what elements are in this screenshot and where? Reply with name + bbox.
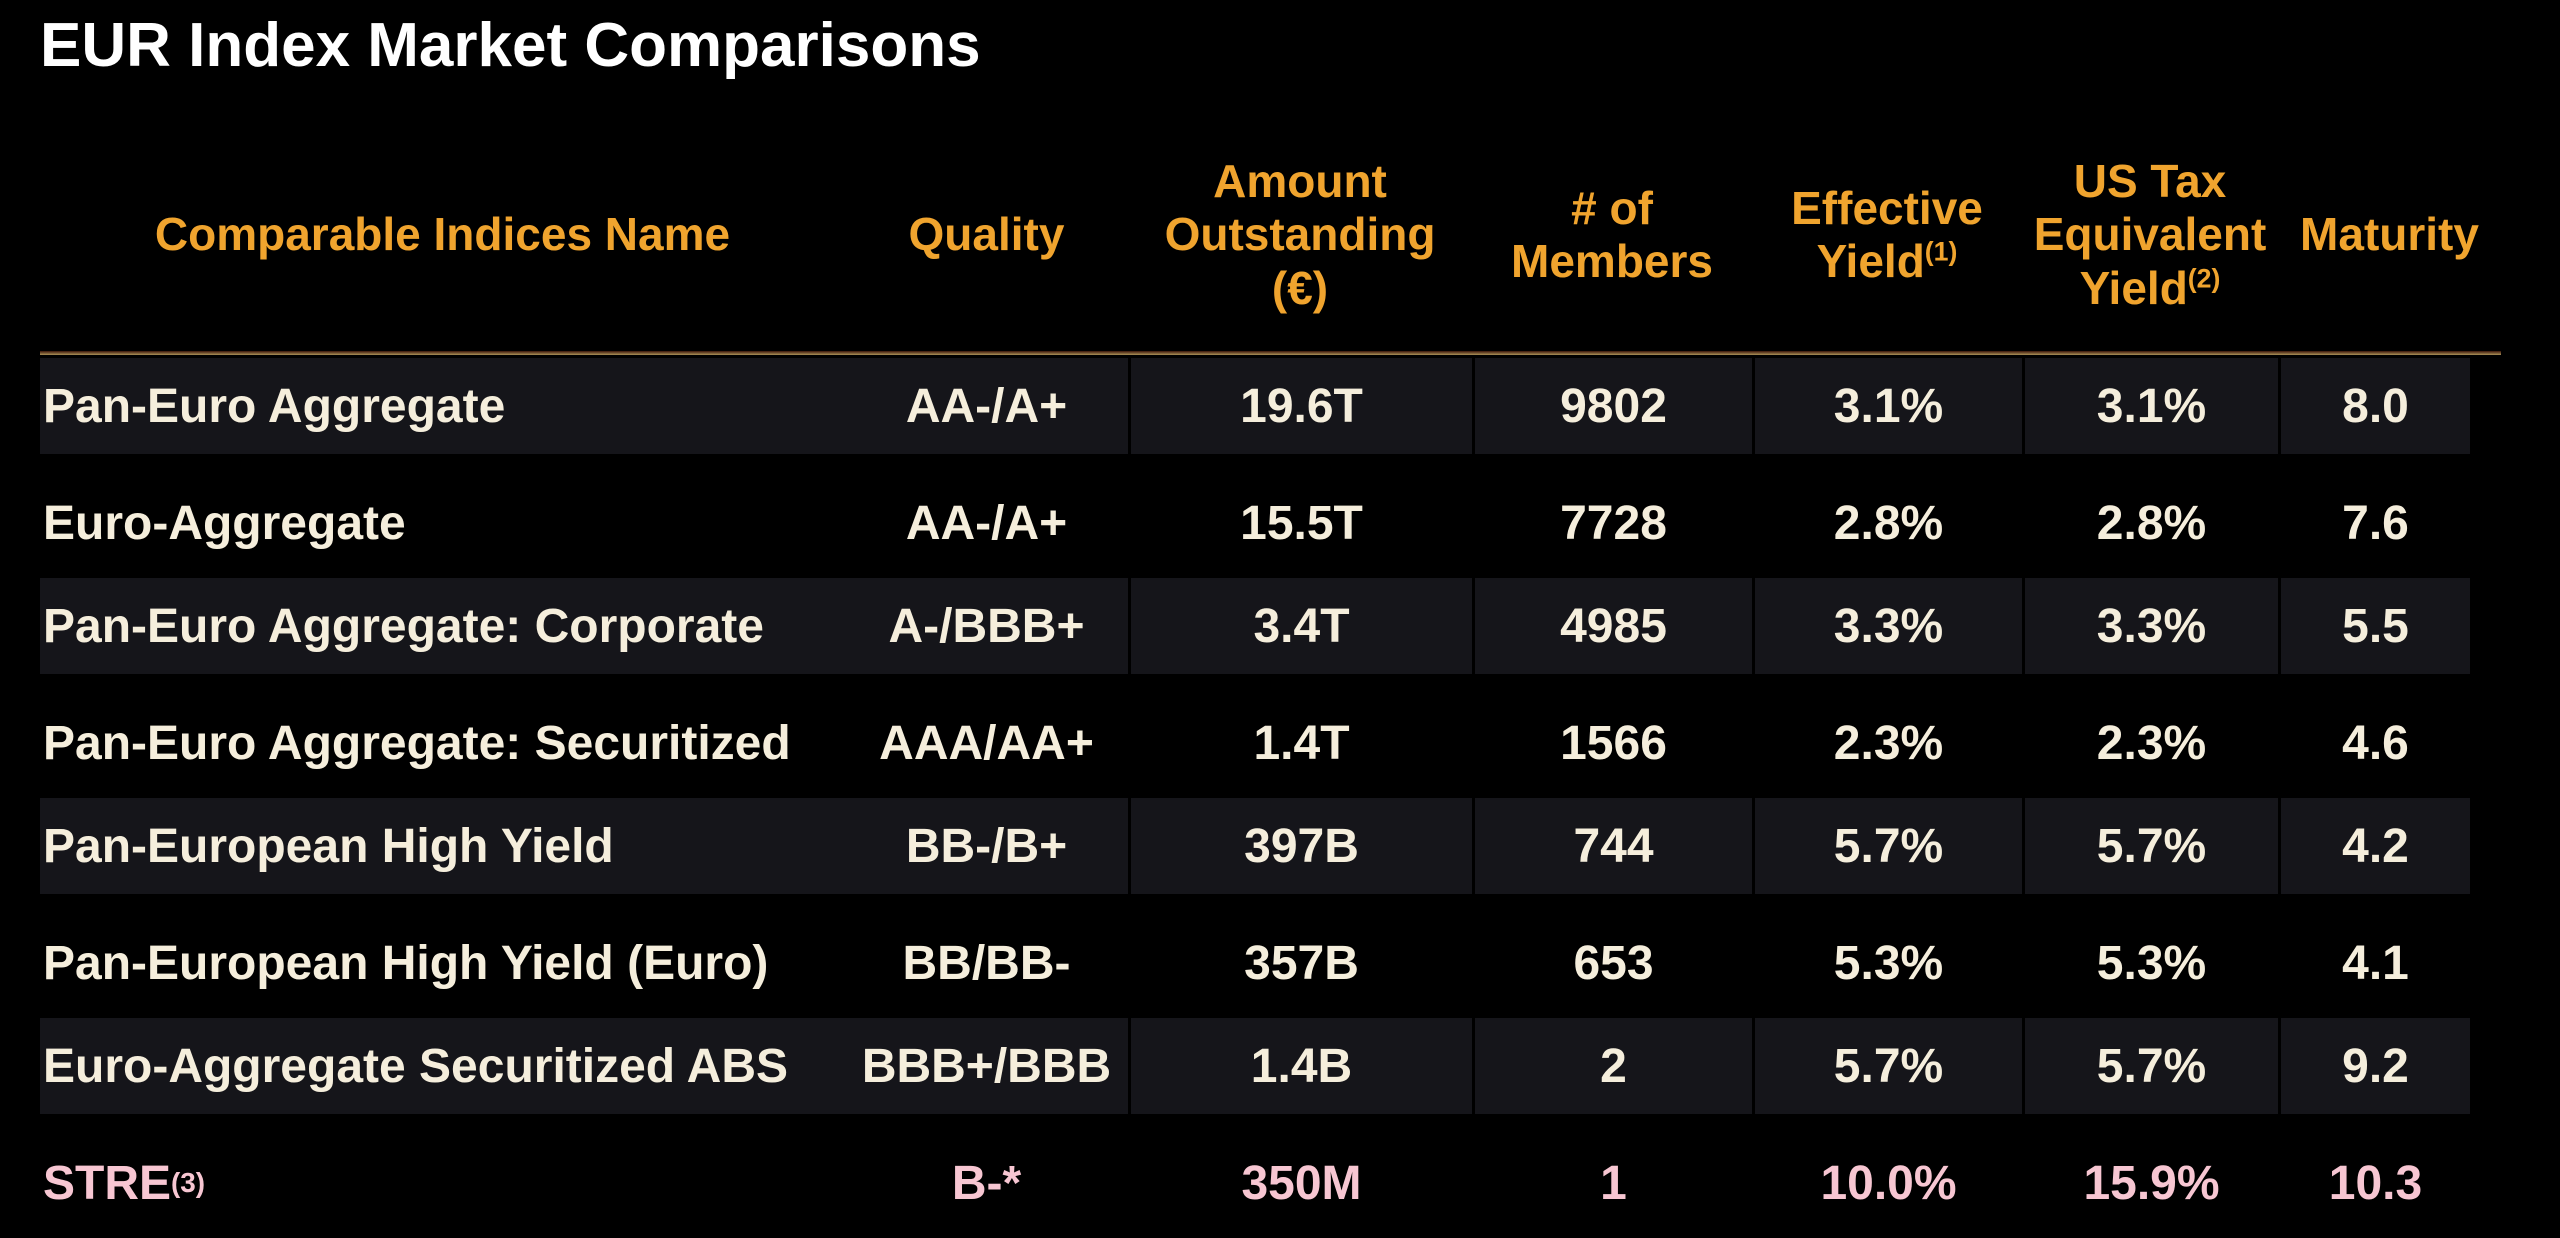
cell-maturity: 7.6 — [2278, 468, 2501, 578]
cell-members: 1 — [1472, 1128, 1752, 1238]
cell-members: 653 — [1472, 908, 1752, 1018]
cell-quality: BBB+/BBB — [861, 1039, 1112, 1093]
cell-effective_yield: 3.1% — [1752, 358, 2022, 454]
cell-effective_yield: 10.0% — [1752, 1128, 2022, 1238]
cell-maturity: 9.2 — [2278, 1018, 2501, 1114]
cell-effective_yield: 5.3% — [1752, 908, 2022, 1018]
cell-amount: 1.4T — [1128, 688, 1472, 798]
cell-name: Euro-Aggregate Securitized ABS — [43, 1039, 789, 1093]
cell-name: Pan-European High Yield — [43, 819, 614, 873]
cell-maturity: 10.3 — [2278, 1128, 2501, 1238]
column-header-line: Equivalent — [2033, 208, 2267, 261]
column-header-line: Comparable Indices Name — [154, 208, 731, 261]
column-header-effective_yield: Effective Yield(1) — [1752, 168, 2022, 289]
table-row: Pan-Euro Aggregate: Corporate A-/BBB+ 3.4T… — [40, 578, 2501, 688]
table-body: Pan-Euro Aggregate AA-/A+ 19.6T 9802 3.1% 3.1… — [40, 358, 2501, 1238]
cell-members: 2 — [1472, 1018, 1752, 1114]
cell-quality: BB/BB- — [902, 936, 1071, 990]
cell-members: 9802 — [1472, 358, 1752, 454]
cell-amount: 357B — [1128, 908, 1472, 1018]
column-header-line: Amount — [1213, 154, 1387, 207]
column-header-line: Yield(1) — [1816, 235, 1958, 287]
cell-us_tax_equivalent_yield: 15.9% — [2022, 1128, 2278, 1238]
cell-us_tax_equivalent_yield: 5.7% — [2022, 1018, 2278, 1114]
cell-amount: 19.6T — [1128, 358, 1472, 454]
footnote-marker: (1) — [1924, 236, 1958, 267]
cell-amount: 1.4B — [1128, 1018, 1472, 1114]
cell-members: 1566 — [1472, 688, 1752, 798]
table-row: Pan-European High Yield (Euro) BB/BB- 357B… — [40, 908, 2501, 1018]
cell-us_tax_equivalent_yield: 2.8% — [2022, 468, 2278, 578]
cell-quality: B-* — [951, 1156, 1022, 1210]
column-header-members: # of Members — [1472, 168, 1752, 289]
table-row: Euro-Aggregate AA-/A+ 15.5T 7728 2.8% 2.8% 7.6 — [40, 468, 2501, 578]
cell-effective_yield: 5.7% — [1752, 1018, 2022, 1114]
cell-quality: AA-/A+ — [905, 379, 1068, 433]
cell-amount: 15.5T — [1128, 468, 1472, 578]
column-header-line: # of — [1571, 181, 1653, 234]
cell-us_tax_equivalent_yield: 2.3% — [2022, 688, 2278, 798]
footnote-marker: (2) — [2187, 263, 2221, 294]
column-header-line: US Tax — [2073, 154, 2227, 207]
table-row: Euro-Aggregate Securitized ABS BBB+/BBB 1.… — [40, 1018, 2501, 1128]
table-row: Pan-European High Yield BB-/B+ 397B 744 5.7%… — [40, 798, 2501, 908]
cell-quality: AAA/AA+ — [879, 716, 1094, 770]
column-header-line: Yield(2) — [2079, 261, 2221, 314]
cell-maturity: 5.5 — [2278, 578, 2501, 674]
cell-name: STRE (3) — [43, 1156, 206, 1210]
cell-amount: 3.4T — [1128, 578, 1472, 674]
header-divider-line — [40, 351, 2501, 355]
cell-amount: 350M — [1128, 1128, 1472, 1238]
cell-maturity: 4.2 — [2278, 798, 2501, 894]
column-header-name: Comparable Indices Name — [40, 194, 845, 261]
column-header-line: Members — [1511, 235, 1713, 287]
cell-us_tax_equivalent_yield: 5.3% — [2022, 908, 2278, 1018]
cell-name: Pan-Euro Aggregate: Securitized — [43, 716, 791, 770]
cell-us_tax_equivalent_yield: 3.1% — [2022, 358, 2278, 454]
cell-amount: 397B — [1128, 798, 1472, 894]
column-header-line: Quality — [908, 208, 1065, 261]
cell-effective_yield: 2.8% — [1752, 468, 2022, 578]
column-header-quality: Quality — [845, 194, 1128, 261]
cell-members: 744 — [1472, 798, 1752, 894]
table-header-row: Comparable Indices Name Quality Amount Outs… — [40, 105, 2501, 351]
cell-quality: BB-/B+ — [905, 819, 1068, 873]
cell-quality: AA-/A+ — [905, 496, 1068, 550]
cell-maturity: 8.0 — [2278, 358, 2501, 454]
cell-name: Pan-Euro Aggregate — [43, 379, 506, 433]
cell-name: Pan-European High Yield (Euro) — [43, 936, 769, 990]
cell-quality: A-/BBB+ — [888, 599, 1085, 653]
cell-maturity: 4.1 — [2278, 908, 2501, 1018]
column-header-us_tax_equivalent_yield: US Tax Equivalent Yield(2) — [2022, 141, 2278, 315]
comparison-table: Comparable Indices Name Quality Amount Outs… — [40, 105, 2501, 1238]
column-header-line: Outstanding — [1164, 208, 1436, 261]
cell-effective_yield: 5.7% — [1752, 798, 2022, 894]
cell-members: 7728 — [1472, 468, 1752, 578]
cell-members: 4985 — [1472, 578, 1752, 674]
table-row: Pan-Euro Aggregate: Securitized AAA/AA+ 1.… — [40, 688, 2501, 798]
column-header-line: Effective — [1791, 181, 1983, 234]
cell-effective_yield: 2.3% — [1752, 688, 2022, 798]
cell-us_tax_equivalent_yield: 3.3% — [2022, 578, 2278, 674]
cell-maturity: 4.6 — [2278, 688, 2501, 798]
page-title: EUR Index Market Comparisons — [40, 11, 981, 80]
column-header-amount: Amount Outstanding (€) — [1128, 141, 1472, 315]
column-header-line: Maturity — [2300, 208, 2479, 261]
column-header-maturity: Maturity — [2278, 194, 2501, 261]
cell-us_tax_equivalent_yield: 5.7% — [2022, 798, 2278, 894]
cell-name: Euro-Aggregate — [43, 496, 406, 550]
table-row: Pan-Euro Aggregate AA-/A+ 19.6T 9802 3.1% 3.1… — [40, 358, 2501, 468]
cell-name: Pan-Euro Aggregate: Corporate — [43, 599, 764, 653]
cell-effective_yield: 3.3% — [1752, 578, 2022, 674]
column-header-line: (€) — [1271, 261, 1329, 314]
table-row: STRE (3) B-* 350M 1 10.0% 15.9% 10.3 — [40, 1128, 2501, 1238]
